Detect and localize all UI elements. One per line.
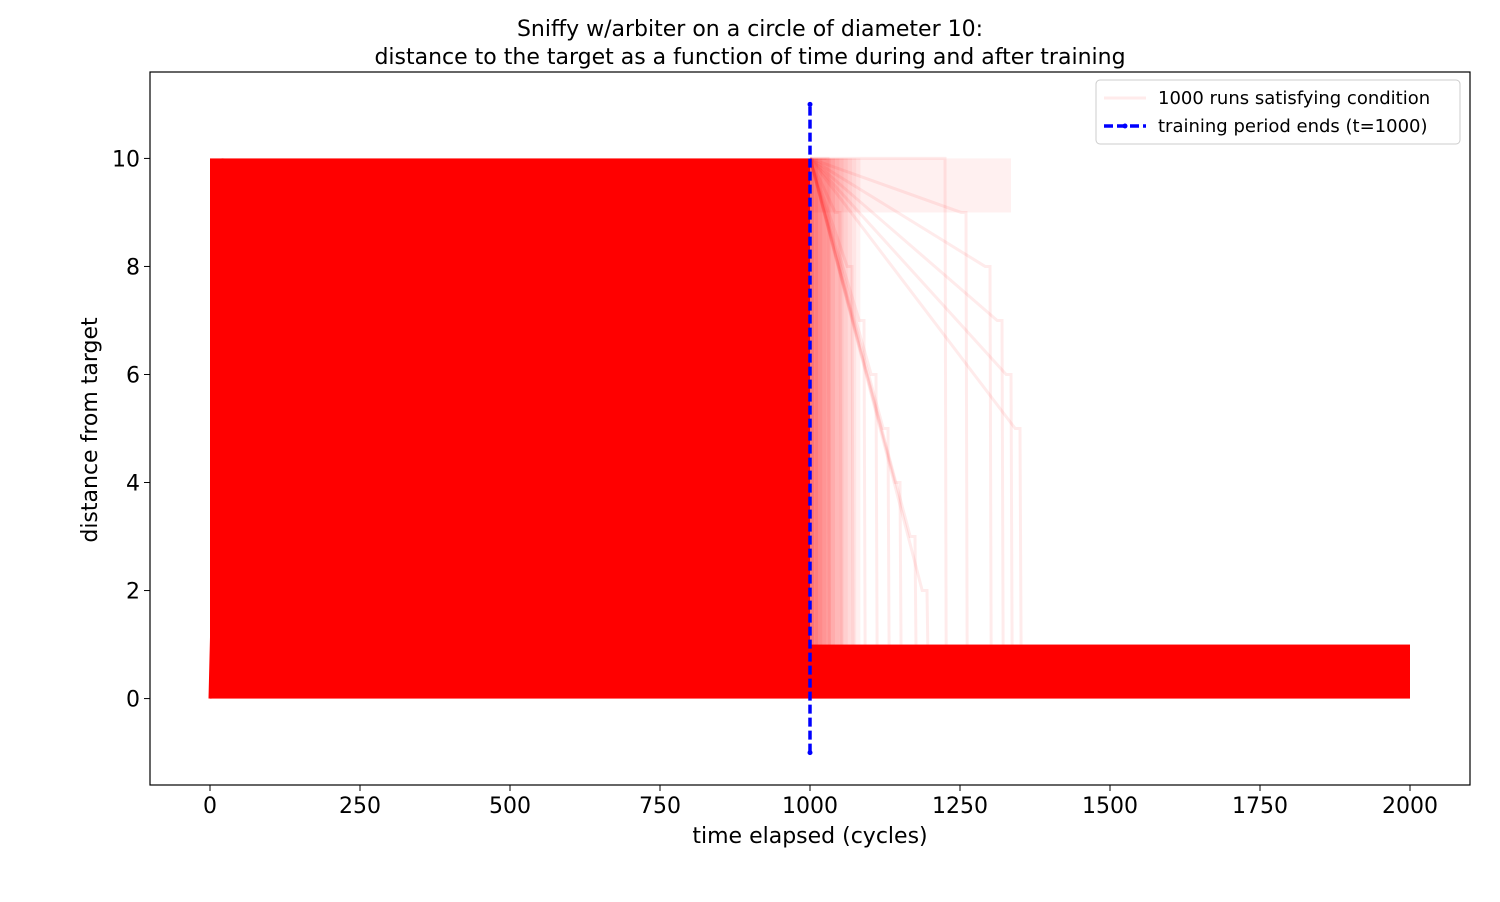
runs-straggler-line (808, 157, 1014, 672)
runs-straggler-line (810, 156, 831, 672)
chart-title-line-2: distance to the target as a function of … (374, 45, 1125, 70)
y-tick-label: 10 (112, 147, 140, 172)
y-axis-label: distance from target (78, 317, 103, 543)
runs-straggler-line (808, 157, 843, 672)
runs-rise-edge (208, 158, 225, 699)
runs-fade-strip (847, 158, 852, 699)
legend-box (1095, 79, 1461, 145)
runs-straggler-line (808, 158, 903, 672)
y-tick-label: 4 (126, 472, 140, 497)
y-tick-label: 0 (126, 688, 140, 713)
x-tick-label: 1000 (782, 794, 838, 819)
x-tick-label: 1750 (1232, 794, 1288, 819)
x-tick-label: 0 (203, 794, 217, 819)
runs-band-post-training (810, 644, 1410, 699)
y-axis: 0 2 4 6 8 10 (112, 147, 150, 713)
plot-marks (208, 101, 1410, 756)
x-tick-label: 1500 (1082, 794, 1138, 819)
runs-fade-strip (852, 158, 857, 699)
runs-straggler-plateau (810, 158, 1011, 213)
runs-straggler-line (808, 158, 930, 672)
runs-fade-strip (831, 158, 836, 699)
x-tick-label: 500 (489, 794, 531, 819)
chart-title-line-1: Sniffy w/arbiter on a circle of diameter… (517, 17, 983, 42)
legend-label-runs: 1000 runs satisfying condition (1158, 88, 1430, 109)
x-tick-label: 250 (339, 794, 381, 819)
y-tick-label: 8 (126, 255, 140, 280)
runs-straggler-line (810, 156, 948, 672)
runs-band-training (210, 158, 810, 699)
runs-straggler-line (808, 157, 1023, 672)
y-tick-label: 2 (126, 580, 140, 605)
runs-fade-strip (826, 158, 831, 699)
runs-straggler-line (808, 158, 891, 672)
y-tick-label: 6 (126, 363, 140, 388)
legend-marker-training-end (1122, 123, 1128, 129)
runs-straggler-line (808, 158, 879, 672)
x-axis-label: time elapsed (cycles) (692, 824, 927, 849)
x-axis: 0 250 500 750 1000 1250 1500 1750 2000 (203, 785, 1438, 819)
runs-fade-strip (835, 158, 840, 699)
runs-straggler-line (809, 157, 969, 672)
training-end-marker (807, 750, 813, 756)
runs-fade-strip (810, 158, 815, 699)
runs-fade-strip (818, 158, 823, 699)
runs-fade-strip (843, 158, 848, 699)
legend-label-training-end: training period ends (t=1000) (1158, 116, 1428, 137)
runs-straggler-line (809, 157, 1005, 672)
runs-straggler-line (808, 157, 867, 672)
runs-fade-strip (822, 158, 827, 699)
runs-fade-strip (814, 158, 819, 699)
training-end-marker (807, 101, 813, 107)
runs-fade-strip (856, 158, 861, 699)
x-tick-label: 2000 (1382, 794, 1438, 819)
x-tick-label: 750 (639, 794, 681, 819)
runs-straggler-line (809, 157, 993, 672)
legend: 1000 runs satisfying condition training … (1095, 79, 1461, 145)
runs-fade-strip (839, 158, 844, 699)
x-tick-label: 1250 (932, 794, 988, 819)
runs-straggler-line (808, 157, 855, 672)
runs-straggler-line (808, 158, 918, 672)
